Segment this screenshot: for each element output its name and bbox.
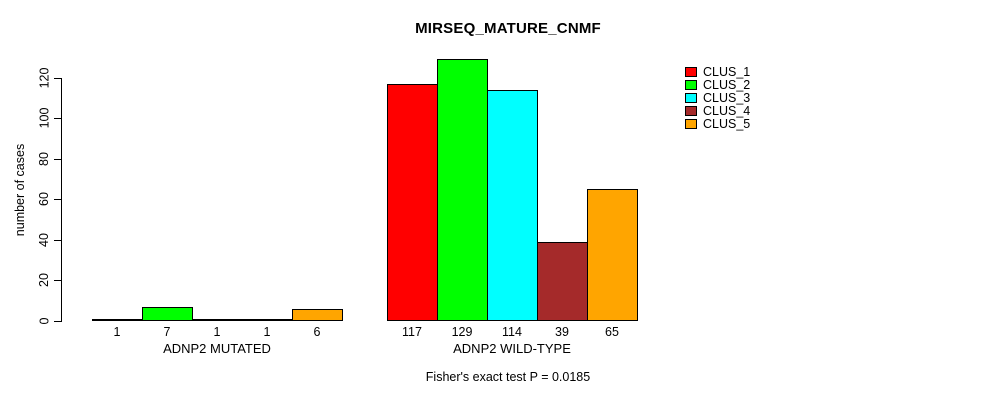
bar xyxy=(192,319,243,321)
y-tick-label: 100 xyxy=(36,107,51,129)
legend-swatch xyxy=(685,79,697,90)
y-tick-mark xyxy=(54,118,61,119)
legend-label: CLUS_3 xyxy=(703,90,751,105)
legend-item: CLUS_1 xyxy=(685,64,751,79)
bar xyxy=(587,189,638,321)
y-tick-mark xyxy=(54,240,61,241)
y-tick-label: 120 xyxy=(36,67,51,89)
bar-value-label: 1 xyxy=(263,325,271,339)
bar xyxy=(292,309,343,321)
bar xyxy=(537,242,588,321)
y-tick-label: 20 xyxy=(37,273,51,287)
bar-value-label: 117 xyxy=(402,325,422,339)
bar-value-label: 1 xyxy=(213,325,221,339)
y-tick-mark xyxy=(54,280,61,281)
bar-value-label: 129 xyxy=(451,325,473,339)
legend-swatch xyxy=(685,105,697,116)
legend-label: CLUS_2 xyxy=(703,77,751,92)
y-axis-label: number of cases xyxy=(13,143,28,237)
bar-value-label: 114 xyxy=(502,325,522,339)
chart-title: MIRSEQ_MATURE_CNMF xyxy=(415,20,601,37)
y-tick-label: 80 xyxy=(37,152,51,166)
bar-value-label: 6 xyxy=(313,325,321,339)
group-label: ADNP2 WILD-TYPE xyxy=(453,341,571,356)
y-tick-mark xyxy=(54,78,61,79)
bar xyxy=(92,319,143,321)
legend-item: CLUS_3 xyxy=(685,90,751,105)
legend-swatch xyxy=(685,92,697,103)
bar xyxy=(487,90,538,321)
bar xyxy=(437,59,488,321)
y-tick-mark xyxy=(54,199,61,200)
bar-value-label: 7 xyxy=(163,325,171,339)
group-label: ADNP2 MUTATED xyxy=(163,341,271,356)
y-tick-label: 40 xyxy=(37,233,51,247)
bar xyxy=(142,307,193,321)
y-axis-line xyxy=(61,78,62,322)
legend-label: CLUS_4 xyxy=(703,103,751,118)
footnote: Fisher's exact test P = 0.0185 xyxy=(425,370,591,384)
y-tick-mark xyxy=(54,159,61,160)
legend-item: CLUS_2 xyxy=(685,77,751,92)
bar-value-label: 39 xyxy=(555,325,569,339)
bar xyxy=(242,319,293,321)
bar-value-label: 1 xyxy=(113,325,121,339)
legend-swatch xyxy=(685,118,697,129)
bar-value-label: 65 xyxy=(605,325,619,339)
legend-label: CLUS_5 xyxy=(703,116,751,131)
legend-item: CLUS_4 xyxy=(685,103,751,118)
bar xyxy=(387,84,438,321)
legend-label: CLUS_1 xyxy=(703,64,751,79)
legend-item: CLUS_5 xyxy=(685,116,751,131)
y-tick-label: 60 xyxy=(37,192,51,206)
y-tick-mark xyxy=(54,321,61,322)
y-tick-label: 0 xyxy=(36,317,51,325)
legend-swatch xyxy=(685,66,697,77)
